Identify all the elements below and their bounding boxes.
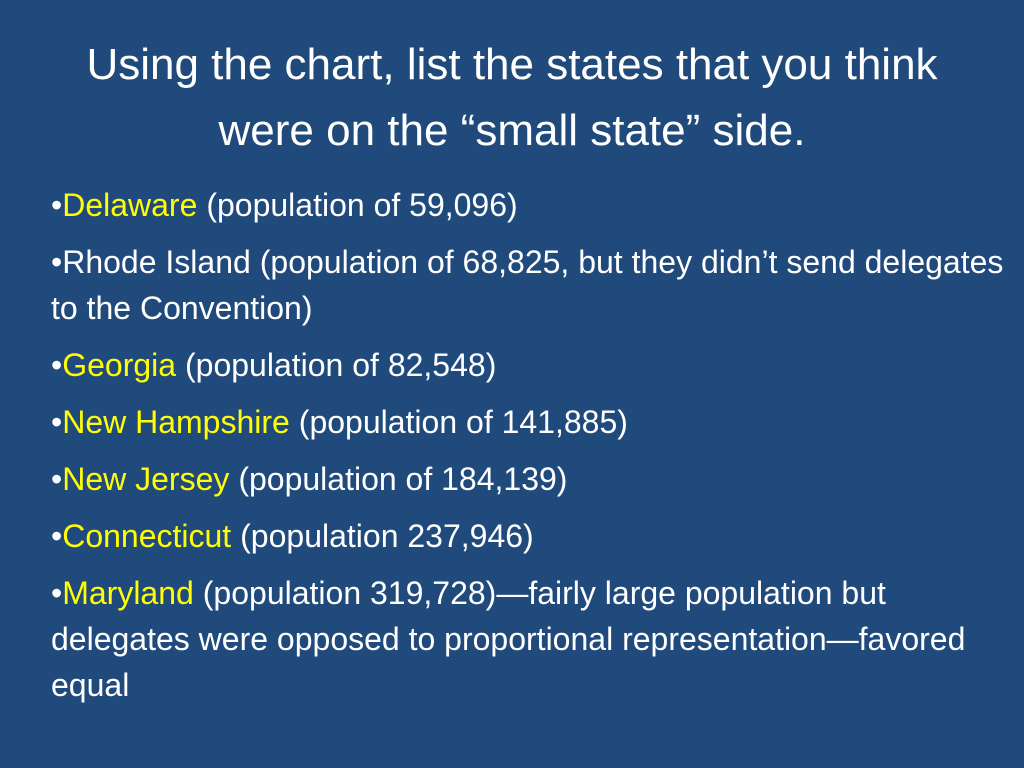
bullet-dot: • (51, 347, 63, 383)
bullet-item: •New Hampshire (population of 141,885) (14, 399, 1014, 445)
bullet-dot: • (51, 187, 63, 223)
state-name: Maryland (62, 575, 194, 611)
item-text: (population of 59,096) (206, 187, 518, 223)
item-text: (population of 141,885) (298, 404, 628, 440)
state-name: Georgia (62, 347, 177, 383)
bullet-dot: • (51, 518, 63, 554)
state-name: New Hampshire (62, 404, 290, 440)
item-text: (population 319,728)—fairly large popula… (51, 575, 966, 703)
bullet-dot: • (51, 461, 63, 497)
bullet-item: •Delaware (population of 59,096) (14, 182, 1014, 228)
state-name: Rhode Island (62, 244, 251, 280)
bullet-item: •Georgia (population of 82,548) (14, 342, 1014, 388)
bullet-list: •Delaware (population of 59,096) •Rhode Is… (14, 182, 1014, 719)
item-text: (population of 184,139) (238, 461, 568, 497)
state-name: Connecticut (62, 518, 232, 554)
bullet-item: •Rhode Island (population of 68,825, but … (14, 239, 1014, 331)
item-text: (population of 82,548) (185, 347, 497, 383)
bullet-item: •Connecticut (population 237,946) (14, 513, 1014, 559)
state-name: Delaware (62, 187, 198, 223)
bullet-item: •Maryland (population 319,728)—fairly lar… (14, 570, 1014, 708)
bullet-item: •New Jersey (population of 184,139) (14, 456, 1014, 502)
slide-title: Using the chart, list the states that yo… (86, 40, 938, 155)
bullet-dot: • (51, 575, 63, 611)
state-name: New Jersey (62, 461, 230, 497)
item-text: (population 237,946) (240, 518, 534, 554)
bullet-dot: • (51, 404, 63, 440)
item-text: (population of 68,825, but they didn’t s… (51, 244, 1004, 326)
bullet-dot: • (51, 244, 63, 280)
